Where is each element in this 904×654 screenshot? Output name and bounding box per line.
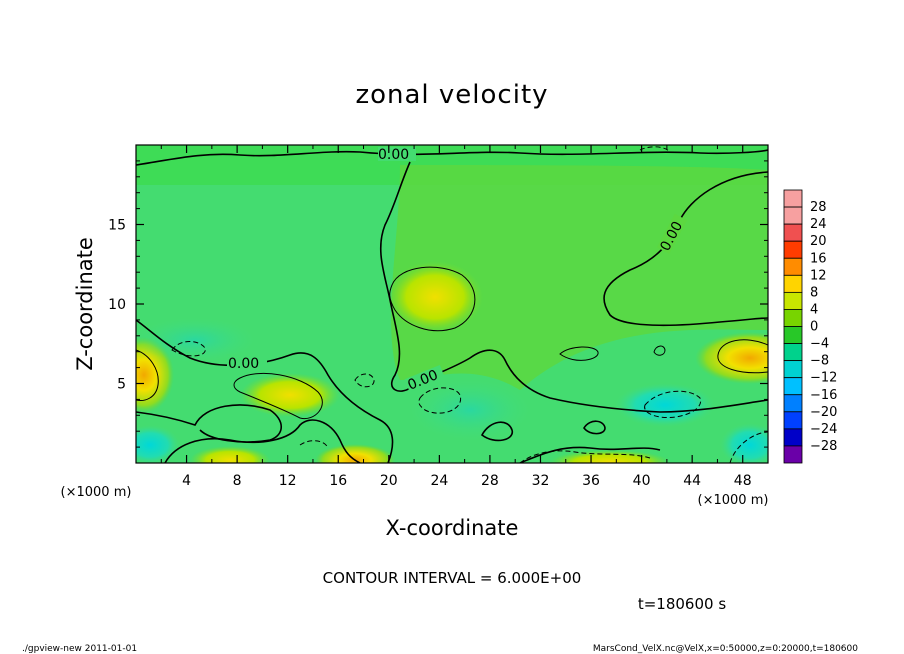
blob-bottom-left-negative — [136, 425, 180, 463]
colorbar-label: −8 — [810, 354, 829, 369]
colorbar-swatch — [783, 377, 803, 396]
contour-label-left: 0.00 — [228, 356, 259, 372]
contour-top-zero — [136, 149, 768, 166]
colorbar-swatch — [783, 291, 803, 310]
x-tick-label: 16 — [329, 473, 347, 489]
contour-bottom-left — [164, 419, 361, 463]
colorbar: 28 24 20 16 12 8 4 0 −4 −8 −12 −16 −20 −24 −28 — [783, 189, 837, 464]
blob-right-peak — [695, 332, 768, 384]
y-tick-label: 5 — [117, 377, 126, 393]
colorbar-label: 28 — [810, 200, 827, 215]
x-tick-label: 44 — [683, 473, 701, 489]
z-unit-label: (×1000 m) — [61, 485, 132, 500]
x-tick-label: 8 — [233, 473, 242, 489]
x-tick-label: 4 — [182, 473, 191, 489]
contour-center-blob — [389, 266, 476, 332]
neg-contour-bottom-left — [299, 440, 329, 449]
x-tick-label: 32 — [532, 473, 550, 489]
x-tick-label: 20 — [380, 473, 398, 489]
colorbar-label: −12 — [810, 371, 837, 386]
blob-bottom-mid-positive — [550, 450, 670, 463]
x-tick-label: 40 — [633, 473, 651, 489]
colorbar-label: 0 — [810, 320, 818, 335]
time-text: t=180600 s — [638, 595, 726, 613]
plot-area — [136, 145, 768, 463]
colorbar-swatch — [783, 309, 803, 327]
colorbar-swatch — [783, 274, 803, 293]
contour-main-zero — [603, 171, 768, 327]
colorbar-swatch — [783, 360, 803, 379]
colorbar-label: 24 — [810, 217, 827, 232]
x-ticks: 4 8 12 16 20 24 28 32 36 40 44 48 — [160, 145, 752, 489]
neg-contour-upper-left — [354, 373, 375, 388]
colorbar-swatch — [783, 240, 803, 259]
contour-interval-text: CONTOUR INTERVAL = 6.000E+00 — [323, 569, 582, 587]
colorbar-label: −16 — [810, 388, 837, 403]
contour-lines — [136, 149, 768, 463]
colorbar-swatch — [783, 343, 803, 362]
contour-right-blob-inner — [717, 339, 768, 374]
neg-contour-top — [639, 146, 671, 153]
colorbar-label: 12 — [810, 268, 827, 283]
contour-central-zero — [379, 161, 768, 413]
colorbar-label: −24 — [810, 422, 837, 437]
contour-right-small-2 — [653, 345, 666, 356]
contour-bottom-mid — [519, 446, 661, 463]
x-axis-label: X-coordinate — [386, 516, 519, 540]
colorbar-label: 16 — [810, 251, 827, 266]
colorbar-swatch — [783, 411, 803, 430]
y-ticks: 5 10 15 — [108, 160, 768, 448]
blob-bottom-positive — [315, 444, 395, 463]
blob-bottom-left-positive — [190, 446, 270, 463]
colorbar-swatch — [783, 223, 803, 242]
chart-title: zonal velocity — [355, 80, 548, 110]
neg-contour-mid — [418, 387, 462, 414]
colorbar-label: 8 — [810, 285, 818, 300]
x-tick-label: 28 — [481, 473, 499, 489]
neg-contour-bottom-mid — [519, 450, 651, 463]
blob-mid-negative — [410, 380, 530, 440]
footer-right: MarsCond_VelX.nc@VelX,x=0:50000,z=0:2000… — [593, 644, 858, 654]
colorbar-swatch — [783, 445, 803, 464]
neg-contour-right — [644, 390, 702, 419]
contour-lower-left-blob — [233, 372, 323, 420]
x-unit-label: (×1000 m) — [698, 493, 769, 508]
colorbar-swatch — [783, 189, 803, 208]
neg-contour-left — [171, 341, 206, 357]
y-tick-label: 15 — [108, 218, 126, 234]
y-tick-label: 10 — [108, 297, 126, 313]
contour-right-small-1 — [559, 346, 599, 361]
contour-left-peak-inner — [136, 349, 159, 401]
x-tick-label: 24 — [430, 473, 448, 489]
colorbar-label: −28 — [810, 439, 837, 454]
contour-small-mid — [480, 421, 513, 442]
colorbar-swatch — [783, 428, 803, 447]
x-tick-label: 48 — [734, 473, 752, 489]
x-tick-label: 36 — [582, 473, 600, 489]
footer-left: ./gpview-new 2011-01-01 — [22, 644, 137, 654]
neg-contour-bottom-right — [729, 431, 768, 463]
colorbar-swatch — [783, 326, 803, 344]
colorbar-label: −4 — [810, 337, 829, 352]
colorbar-swatch — [783, 257, 803, 276]
blob-lower-left-positive — [240, 373, 340, 417]
y-axis-label: Z-coordinate — [73, 237, 97, 371]
colorbar-swatch — [783, 394, 803, 413]
x-tick-label: 12 — [279, 473, 297, 489]
colorbar-label: 20 — [810, 234, 827, 249]
negative-contours — [171, 146, 768, 463]
contour-label-top: 0.00 — [378, 147, 409, 163]
colorbar-swatch — [783, 206, 803, 225]
colorbar-label: −20 — [810, 405, 837, 420]
blob-bottom-right-negative — [720, 423, 768, 463]
blob-center-positive — [387, 261, 483, 333]
blob-left-negative — [136, 318, 255, 362]
blob-lower-right-negative — [615, 383, 715, 427]
contour-small-right — [583, 420, 606, 435]
colorbar-label: 4 — [810, 302, 818, 317]
